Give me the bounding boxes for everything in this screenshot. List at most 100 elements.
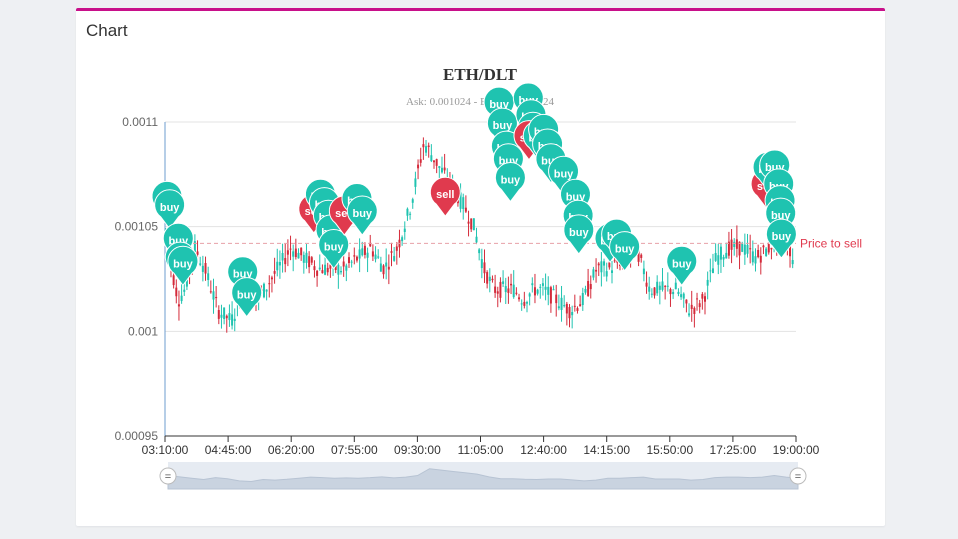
candle-body (669, 289, 672, 295)
candle-body (722, 256, 725, 260)
candle-body (541, 283, 544, 286)
buy-marker[interactable]: buy (167, 245, 199, 287)
candle-body (313, 266, 316, 271)
buy-marker[interactable]: buy (563, 214, 595, 255)
candle-body (645, 282, 648, 287)
candle-body (225, 315, 228, 319)
navigator-right-handle[interactable]: = (789, 467, 807, 485)
candle-body (762, 245, 765, 248)
candle-body (409, 213, 412, 215)
marker-pin (548, 155, 579, 197)
price-line-label: Price to sell (800, 236, 862, 250)
candle-body (507, 288, 510, 293)
candle-body (661, 281, 664, 290)
candle-body (536, 289, 539, 294)
buy-marker[interactable]: buy (765, 218, 797, 259)
candle-body (523, 301, 526, 306)
candle-body (698, 303, 701, 308)
sell-marker[interactable]: sell (429, 176, 461, 218)
candle-body (478, 249, 481, 254)
candle-body (281, 253, 284, 261)
candle-body (464, 207, 467, 212)
candle-body (459, 192, 462, 209)
candle-body (648, 286, 651, 292)
candle-body (765, 248, 768, 256)
candle-body (510, 283, 513, 286)
buy-marker[interactable]: buy (494, 162, 526, 203)
candle-body (422, 144, 425, 148)
candle-body (746, 244, 749, 254)
candle-body (427, 145, 430, 148)
candle-body (305, 252, 308, 263)
buy-marker[interactable]: buy (609, 231, 641, 272)
buy-marker[interactable]: buy (318, 229, 350, 270)
candle-body (587, 281, 590, 296)
marker-pin (231, 277, 263, 318)
candle-body (528, 293, 531, 297)
candle-body (395, 246, 398, 251)
candle-body (767, 242, 770, 253)
buy-marker[interactable]: buy (154, 189, 186, 230)
marker-pin (346, 195, 378, 236)
candle-body (483, 262, 486, 274)
candle-body (568, 307, 571, 319)
candle-body (730, 239, 733, 250)
range-navigator[interactable]: = = (159, 462, 807, 490)
candle-body (486, 272, 489, 284)
candle-body (217, 310, 220, 319)
x-tick-label: 09:30:00 (394, 443, 441, 457)
candle-body (363, 245, 366, 255)
candle-body (212, 291, 215, 300)
y-tick-label: 0.00105 (115, 220, 159, 234)
candle-body (539, 286, 542, 288)
candle-body (172, 275, 175, 286)
candle-body (741, 243, 744, 252)
candle-body (754, 256, 757, 264)
candle-body (613, 260, 616, 262)
candle-body (677, 291, 680, 294)
candle-body (385, 262, 388, 267)
y-tick-label: 0.0011 (122, 115, 158, 129)
candle-body (443, 167, 446, 171)
candle-body (233, 318, 236, 321)
candle-body (419, 159, 422, 163)
candle-body (435, 159, 438, 166)
marker-label: buy (615, 244, 635, 256)
candle-body (735, 239, 738, 249)
candle-body (595, 269, 598, 272)
candle-body (504, 286, 507, 293)
buy-marker[interactable]: buy (346, 195, 378, 236)
buy-marker[interactable]: buy (765, 197, 797, 238)
candle-body (650, 293, 653, 295)
candle-body (286, 250, 289, 255)
x-tick-label: 07:55:00 (331, 443, 378, 457)
candle-body (382, 265, 385, 275)
buy-marker[interactable]: buy (231, 277, 263, 318)
candle-body (361, 248, 364, 256)
candle-body (470, 218, 473, 230)
buy-marker[interactable]: buy (548, 155, 579, 197)
marker-label: buy (160, 202, 180, 214)
candle-body (374, 254, 377, 260)
candle-body (682, 293, 685, 299)
candle-body (576, 308, 579, 311)
candle-body (571, 312, 574, 316)
candle-body (334, 263, 337, 271)
candle-body (608, 262, 611, 268)
candle-body (393, 256, 396, 261)
navigator-left-handle[interactable]: = (159, 467, 177, 485)
x-tick-label: 03:10:00 (142, 443, 189, 457)
candle-body (494, 286, 497, 293)
candle-body (666, 285, 669, 287)
candle-body (201, 265, 204, 272)
buy-marker[interactable]: buy (666, 245, 698, 287)
candle-body (549, 287, 552, 304)
handle-circle (159, 467, 177, 485)
navigator-series (167, 468, 799, 490)
candle-body (377, 256, 380, 258)
candle-body (592, 269, 595, 278)
candle-body (565, 303, 568, 314)
candle-body (499, 281, 502, 298)
candle-body (369, 242, 372, 247)
